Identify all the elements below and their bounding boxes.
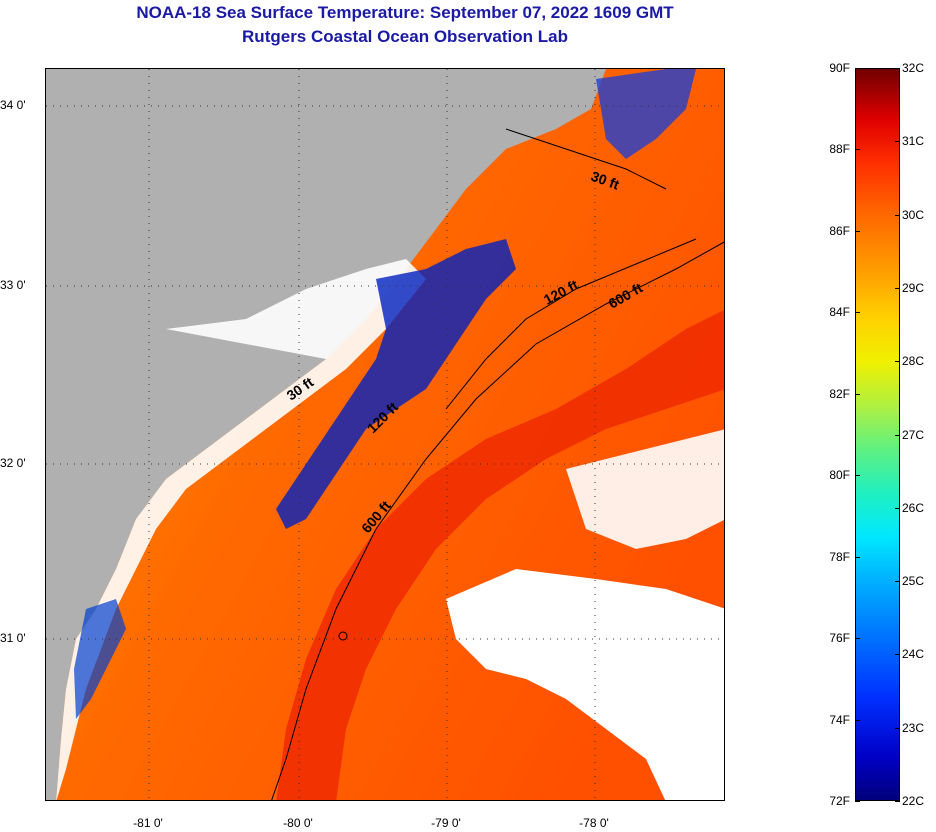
colorbar-label-celsius: 27C [902,427,925,442]
contour-30ft [505,128,667,190]
colorbar-tick [855,475,860,477]
lon-label: -81 0' [133,816,163,830]
colorbar-label-fahrenheit: 88F [829,142,850,157]
colorbar-tick [895,727,900,729]
colorbar-tick [855,638,860,640]
offshore-cloud [446,569,724,800]
contour-600ft [271,241,724,800]
colorbar-label-fahrenheit: 80F [829,468,850,483]
colorbar-label-celsius: 23C [902,720,925,735]
colorbar-label-fahrenheit: 74F [829,712,850,727]
station-marker [338,631,348,641]
cool-water-patch [276,239,516,529]
colorbar-tick [895,507,900,509]
lat-label: 31 0' [0,631,26,645]
colorbar-tick [895,654,900,656]
colorbar-tick [895,141,900,143]
colorbar-tick [855,393,860,395]
colorbar-label-celsius: 28C [902,354,925,369]
colorbar-label-celsius: 31C [902,134,925,149]
colorbar-tick [855,230,860,232]
colorbar-label-fahrenheit: 82F [829,386,850,401]
cool-water-patch [74,599,126,719]
colorbar-label-celsius: 24C [902,647,925,662]
colorbar-tick [895,581,900,583]
colorbar-label-celsius: 22C [902,794,925,808]
lon-label: -78 0' [579,816,609,830]
colorbar-label-fahrenheit: 90F [829,61,850,75]
colorbar-label-fahrenheit: 78F [829,549,850,564]
colorbar-tick [855,556,860,558]
map-subtitle: Rutgers Coastal Ocean Observation Lab [242,27,568,46]
lon-label: -79 0' [431,816,461,830]
gulf-stream-core [276,310,724,800]
colorbar-tick [855,149,860,151]
temperature-colorbar [855,68,900,801]
offshore-cloud [566,429,724,549]
colorbar-tick [855,719,860,721]
colorbar-tick [855,312,860,314]
lat-label: 34 0' [0,98,26,112]
colorbar-tick [855,68,860,69]
colorbar-tick [895,801,900,802]
map-title: NOAA-18 Sea Surface Temperature: Septemb… [136,3,674,22]
colorbar-tick [895,214,900,216]
contour-120ft [445,238,697,410]
colorbar-label-celsius: 25C [902,574,925,589]
colorbar-label-celsius: 29C [902,280,925,295]
land-area [46,69,606,800]
colorbar-tick [895,287,900,289]
cool-water-patch [596,69,696,159]
colorbar-label-celsius: 32C [902,61,925,75]
lat-label: 33 0' [0,278,26,292]
lat-label: 32 0' [0,456,26,470]
colorbar-tick [855,801,860,802]
sst-map-canvas: 30 ft 120 ft 600 ft 30 ft 120 ft 600 ft [46,69,724,800]
colorbar-label-fahrenheit: 84F [829,305,850,320]
sst-map[interactable]: 30 ft 120 ft 600 ft 30 ft 120 ft 600 ft [45,68,725,801]
colorbar-label-fahrenheit: 76F [829,631,850,646]
colorbar-label-fahrenheit: 72F [829,794,850,808]
colorbar-tick [895,361,900,363]
colorbar-label-celsius: 30C [902,207,925,222]
colorbar-tick [895,434,900,436]
lon-label: -80 0' [283,816,313,830]
colorbar-tick [895,68,900,69]
colorbar-label-fahrenheit: 86F [829,223,850,238]
colorbar-label-celsius: 26C [902,500,925,515]
